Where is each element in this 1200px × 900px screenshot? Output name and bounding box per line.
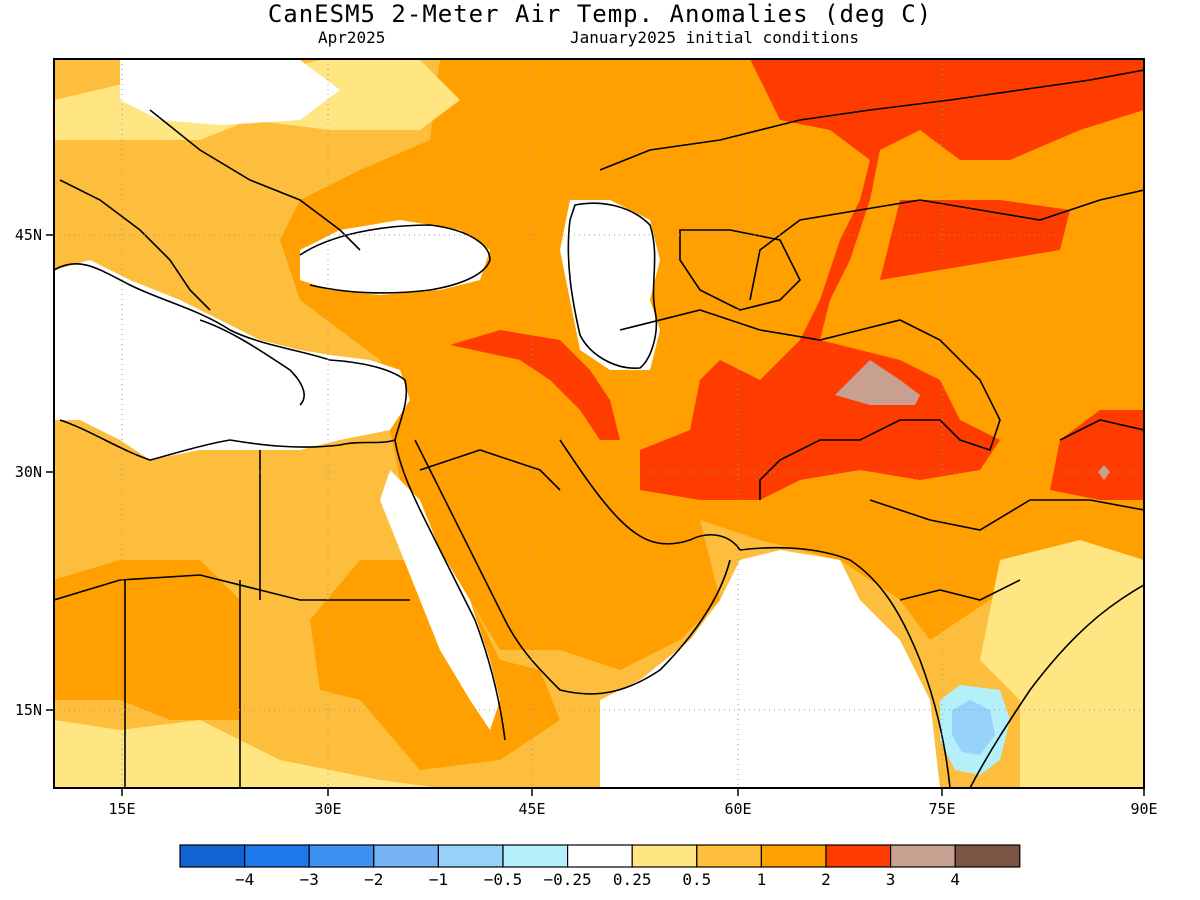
colorbar-swatch-4	[437, 844, 504, 868]
anomaly-region-red-turkey	[450, 330, 620, 440]
anomaly-region-brown	[835, 360, 920, 405]
colorbar	[179, 844, 1021, 868]
lat-labels: 45N 30N 15N	[15, 226, 42, 719]
lon-label-1: 30E	[314, 800, 341, 818]
anomaly-region-red-mongolia	[880, 200, 1070, 280]
anomaly-region-white-caspian	[560, 200, 660, 370]
colorbar-label-10: 3	[885, 870, 896, 889]
valid-month: Apr2025	[318, 28, 386, 47]
lat-label-2: 15N	[15, 701, 42, 719]
colorbar-label-11: 4	[950, 870, 961, 889]
colorbar-label-7: 0.5	[682, 870, 712, 889]
colorbar-label-9: 2	[821, 870, 831, 889]
anomaly-region-yellow-south	[54, 720, 440, 788]
anomaly-region-yellow-india	[980, 540, 1144, 788]
colorbar-label-1: −3	[299, 870, 319, 889]
initial-conditions: January2025 initial conditions	[570, 28, 859, 47]
colorbar-swatch-10	[825, 844, 892, 868]
coastlines	[54, 69, 1144, 788]
colorbar-label-6: 0.25	[612, 870, 652, 889]
colorbar-label-2: −2	[364, 870, 384, 889]
lon-label-4: 75E	[928, 800, 955, 818]
colorbar-label-5: −0.25	[543, 870, 592, 889]
colorbar-label-3: −1	[428, 870, 449, 889]
axis-ticks	[46, 234, 1145, 796]
colorbar-swatch-3	[373, 844, 439, 868]
colorbar-swatch-8	[696, 844, 762, 868]
anomaly-region-white-black-sea	[300, 220, 490, 295]
lon-label-0: 15E	[108, 800, 135, 818]
anomaly-region-orange-arabia	[380, 380, 720, 670]
colorbar-swatch-12	[954, 844, 1021, 868]
colorbar-swatch-5	[502, 844, 569, 868]
colorbar-swatch-0	[179, 844, 246, 868]
graticule	[54, 59, 1144, 788]
anomaly-region-light-blue	[952, 700, 995, 755]
colorbar-swatch-9	[760, 844, 827, 868]
colorbar-label-8: 1	[756, 870, 767, 889]
anomaly-region-orange-west	[54, 560, 240, 720]
lon-label-2: 45E	[518, 800, 545, 818]
anomaly-region-white-red-sea	[380, 470, 500, 730]
anomaly-region-white-europe	[120, 60, 340, 125]
lon-label-5: 90E	[1130, 800, 1157, 818]
colorbar-label-4: −0.5	[483, 870, 523, 889]
colorbar-label-0: −4	[234, 870, 255, 889]
lat-label-1: 30N	[15, 463, 42, 481]
map-title: CanESM5 2-Meter Air Temp. Anomalies (deg…	[267, 0, 933, 28]
lat-label-0: 45N	[15, 226, 42, 244]
anomaly-fill	[54, 59, 1144, 788]
anomaly-region-white-arabian-sea	[600, 550, 940, 788]
anomaly-region-orange-africa	[310, 560, 560, 770]
map-frame	[53, 58, 1145, 789]
lon-labels: 15E 30E 45E 60E 75E 90E	[108, 800, 1157, 818]
colorbar-swatch-11	[889, 844, 956, 868]
anomaly-region-white-mediterranean	[54, 260, 410, 460]
colorbar-swatch-2	[308, 844, 375, 868]
anomaly-region-red-central-asia	[640, 59, 1144, 500]
colorbar-swatch-7	[631, 844, 698, 868]
colorbar-swatch-1	[244, 844, 310, 868]
lon-label-3: 60E	[724, 800, 751, 818]
colorbar-swatch-6	[566, 844, 633, 868]
